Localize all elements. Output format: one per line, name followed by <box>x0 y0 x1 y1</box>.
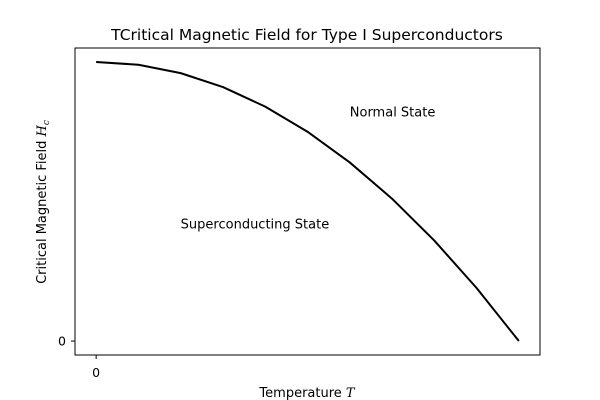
y-axis-label-var: H <box>35 124 50 137</box>
x-axis-label: Temperature T <box>258 386 355 400</box>
x-axis-label-text: Temperature <box>258 386 345 400</box>
y-axis-label-sub: c <box>42 120 52 125</box>
tick-group: 00 <box>58 334 100 380</box>
annotation-group: Normal State Superconducting State <box>181 106 436 233</box>
plot-frame <box>74 47 541 356</box>
annotation-1: Superconducting State <box>181 217 330 232</box>
y-tick-label-0: 0 <box>58 334 66 349</box>
y-axis-label-text: Critical Magnetic Field <box>35 136 50 283</box>
x-axis-label-var: T <box>346 386 356 400</box>
x-tick-label-0: 0 <box>92 365 100 380</box>
series-line-0 <box>96 60 520 342</box>
series-group <box>96 60 520 342</box>
annotation-0: Normal State <box>350 106 436 121</box>
chart-title: TCritical Magnetic Field for Type I Supe… <box>110 26 503 44</box>
y-axis-label: Critical Magnetic Field Hc <box>35 120 52 284</box>
